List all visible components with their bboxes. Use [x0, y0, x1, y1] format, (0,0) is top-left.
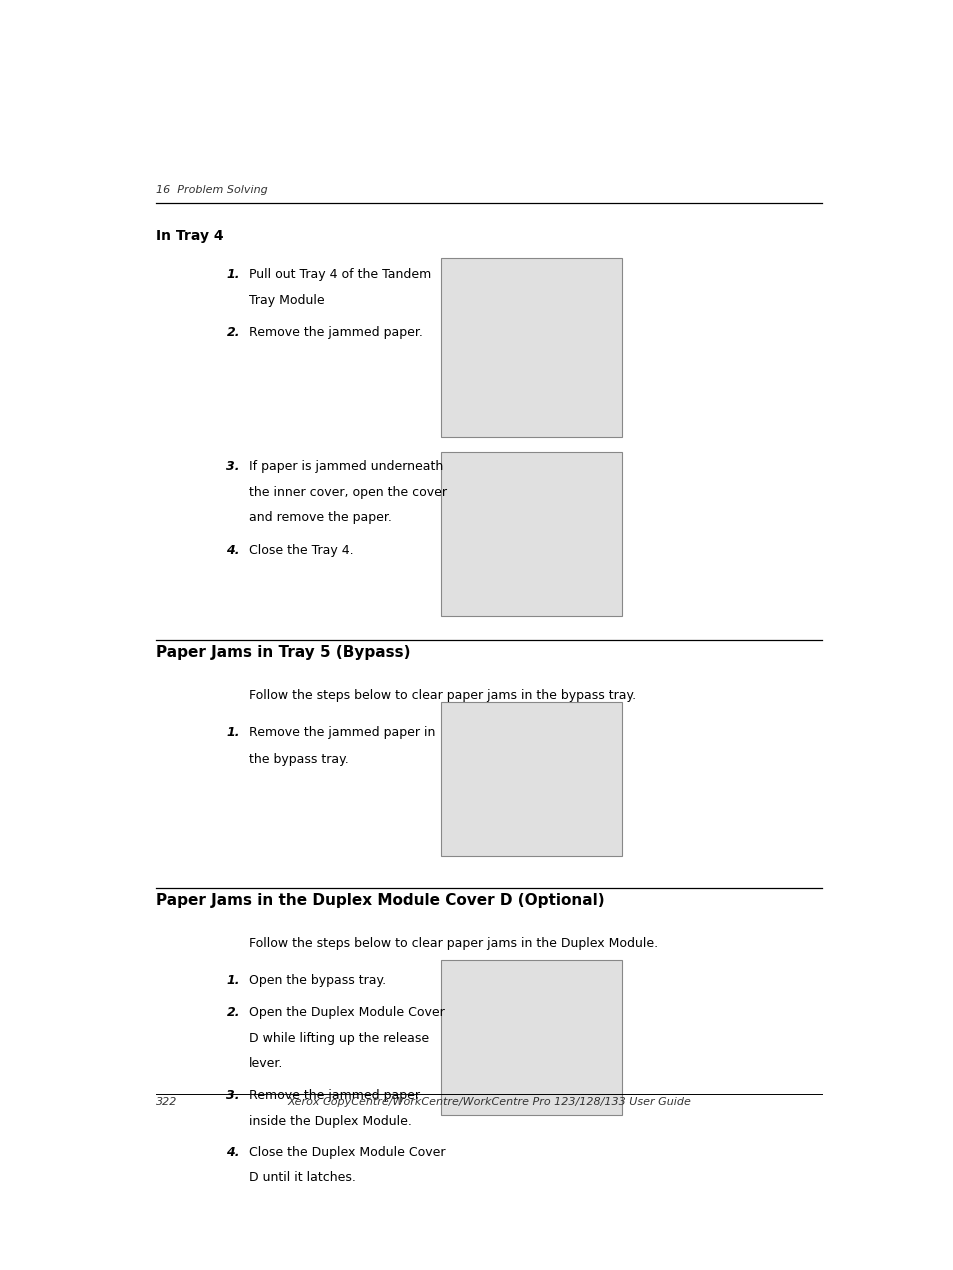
Text: 1.: 1.	[226, 974, 240, 987]
Text: Remove the jammed paper: Remove the jammed paper	[249, 1090, 419, 1102]
Bar	[440, 960, 621, 1115]
Text: D until it latches.: D until it latches.	[249, 1171, 355, 1185]
Text: Follow the steps below to clear paper jams in the Duplex Module.: Follow the steps below to clear paper ja…	[249, 937, 657, 950]
Text: Close the Duplex Module Cover: Close the Duplex Module Cover	[249, 1146, 445, 1160]
Text: In Tray 4: In Tray 4	[156, 229, 224, 243]
Text: 1.: 1.	[226, 726, 240, 739]
Text: If paper is jammed underneath: If paper is jammed underneath	[249, 461, 442, 474]
Text: 322: 322	[156, 1097, 177, 1107]
Text: Xerox CopyCentre/WorkCentre/WorkCentre Pro 123/128/133 User Guide: Xerox CopyCentre/WorkCentre/WorkCentre P…	[287, 1097, 690, 1107]
Text: inside the Duplex Module.: inside the Duplex Module.	[249, 1115, 411, 1128]
Text: 16  Problem Solving: 16 Problem Solving	[156, 185, 268, 196]
Text: Tray Module: Tray Module	[249, 295, 324, 307]
Text: 2.: 2.	[226, 326, 240, 339]
Text: and remove the paper.: and remove the paper.	[249, 512, 391, 525]
Text: 4.: 4.	[226, 1146, 240, 1160]
Bar	[440, 452, 621, 616]
Text: the inner cover, open the cover: the inner cover, open the cover	[249, 486, 446, 499]
Text: Remove the jammed paper in: Remove the jammed paper in	[249, 726, 435, 739]
Text: Pull out Tray 4 of the Tandem: Pull out Tray 4 of the Tandem	[249, 268, 431, 281]
Text: Open the Duplex Module Cover: Open the Duplex Module Cover	[249, 1006, 444, 1019]
Text: 2.: 2.	[226, 1006, 240, 1019]
Text: Remove the jammed paper.: Remove the jammed paper.	[249, 326, 422, 339]
Text: Open the bypass tray.: Open the bypass tray.	[249, 974, 385, 987]
Text: lever.: lever.	[249, 1057, 283, 1069]
Text: 3.: 3.	[226, 461, 240, 474]
Bar	[440, 258, 621, 437]
Text: the bypass tray.: the bypass tray.	[249, 753, 348, 766]
Text: Close the Tray 4.: Close the Tray 4.	[249, 544, 353, 556]
Text: D while lifting up the release: D while lifting up the release	[249, 1031, 428, 1044]
Text: Paper Jams in Tray 5 (Bypass): Paper Jams in Tray 5 (Bypass)	[156, 645, 411, 660]
Bar	[440, 702, 621, 856]
Text: Paper Jams in the Duplex Module Cover D (Optional): Paper Jams in the Duplex Module Cover D …	[156, 893, 604, 908]
Text: Follow the steps below to clear paper jams in the bypass tray.: Follow the steps below to clear paper ja…	[249, 690, 635, 702]
Text: 1.: 1.	[226, 268, 240, 281]
Text: 3.: 3.	[226, 1090, 240, 1102]
Text: 4.: 4.	[226, 544, 240, 556]
